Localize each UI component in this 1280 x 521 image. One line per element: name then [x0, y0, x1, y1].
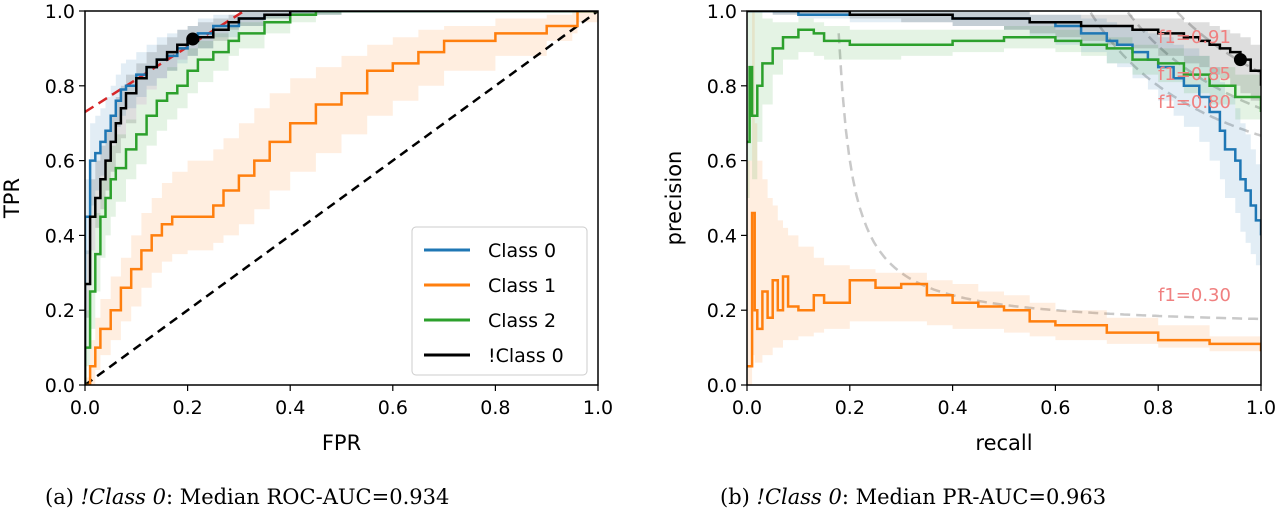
series-line-2: [747, 28, 1261, 144]
y-axis-label: precision: [662, 151, 686, 246]
x-tick-label: 0.4: [275, 397, 305, 419]
roc-chart: 0.0 0.2 0.4 0.6 0.8 1.0 0.0 0.2 0.4 0.6 0.8 1.0 FPR T…: [0, 1, 613, 455]
axes-frame: [84, 10, 599, 386]
confidence-band-3: [747, 11, 1261, 116]
plot-area: [85, 11, 598, 385]
axes-frame: [746, 10, 1262, 386]
y-tick-label: 0.8: [707, 76, 737, 98]
legend-label: Class 2: [488, 310, 556, 332]
pr-chart: f1=0.91 f1=0.85 f1=0.80 f1=0.30 0.0 0.2 0.4 0.6…: [662, 1, 1276, 455]
plot-area: [747, 11, 1261, 385]
y-tick-label: 0.6: [707, 151, 737, 173]
x-axis-label: recall: [975, 431, 1032, 455]
x-tick-label: 0.8: [1143, 397, 1173, 419]
legend-label: Class 0: [488, 240, 556, 262]
y-axis-label: TPR: [0, 178, 24, 219]
x-tick-label: 0.6: [378, 397, 408, 419]
y-tick-label: 0.4: [45, 225, 75, 247]
x-tick-label: 0.0: [732, 397, 762, 419]
x-tick-label: 0.8: [480, 397, 510, 419]
series-line-1: [747, 211, 1261, 368]
y-tick-label: 0.4: [707, 225, 737, 247]
x-tick-label: 0.2: [172, 397, 202, 419]
legend-box: [411, 226, 588, 376]
y-tick-label: 0.8: [45, 76, 75, 98]
confidence-band-0: [747, 11, 1261, 273]
f1-label: f1=0.91: [1158, 27, 1231, 48]
operating-point-marker: [1233, 53, 1247, 67]
legend-label: Class 1: [488, 275, 556, 297]
caption-pr: (b) !Class 0: Median PR-AUC=0.963: [720, 485, 1107, 509]
y-tick-label: 0.2: [45, 300, 75, 322]
x-tick-label: 0.2: [835, 397, 865, 419]
x-tick-label: 1.0: [583, 397, 613, 419]
y-tick-label: 1.0: [45, 1, 75, 23]
x-tick-label: 0.0: [70, 397, 100, 419]
f1-isoline: [1089, 12, 1261, 137]
operating-point-marker: [186, 32, 200, 46]
f1-label: f1=0.80: [1158, 92, 1231, 113]
f1-isoline: [1126, 11, 1261, 110]
series-line-1: [85, 11, 598, 385]
confidence-band-1: [747, 11, 1261, 385]
x-axis-label: FPR: [322, 431, 361, 455]
legend-label: !Class 0: [488, 345, 564, 367]
chance-line: [85, 11, 598, 385]
series-line-3: [747, 11, 1261, 86]
legend: Class 0 Class 1 Class 2 !Class 0: [411, 226, 588, 376]
caption-roc: (a) !Class 0: Median ROC-AUC=0.934: [45, 485, 450, 509]
f1-label: f1=0.85: [1158, 64, 1231, 85]
y-tick-label: 0.6: [45, 151, 75, 173]
f1-label: f1=0.30: [1158, 285, 1231, 306]
y-tick-label: 0.0: [45, 375, 75, 397]
y-tick-label: 0.2: [707, 300, 737, 322]
series-line-2: [85, 11, 598, 385]
x-tick-label: 0.6: [1040, 397, 1070, 419]
y-tick-label: 1.0: [707, 1, 737, 23]
f1-isoline: [837, 33, 1261, 321]
series-line-3: [85, 11, 598, 385]
x-tick-label: 1.0: [1246, 397, 1276, 419]
x-tick-label: 0.4: [937, 397, 967, 419]
y-tick-label: 0.0: [707, 375, 737, 397]
